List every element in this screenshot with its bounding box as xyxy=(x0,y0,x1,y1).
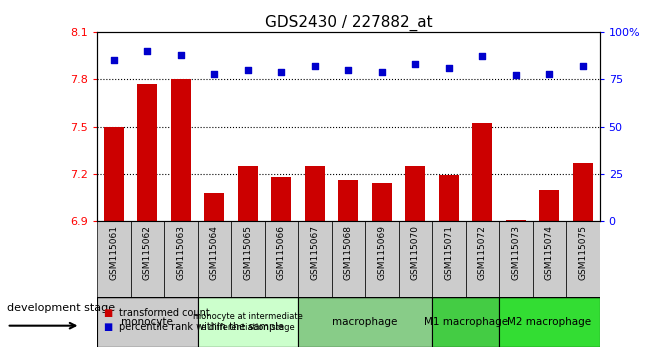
Text: GSM115071: GSM115071 xyxy=(444,225,454,280)
Point xyxy=(578,63,588,69)
Text: GSM115074: GSM115074 xyxy=(545,225,554,280)
Bar xyxy=(432,297,499,347)
Text: GSM115072: GSM115072 xyxy=(478,225,487,280)
Bar xyxy=(499,221,533,297)
Bar xyxy=(204,193,224,221)
Text: development stage: development stage xyxy=(7,303,115,313)
Bar xyxy=(439,176,459,221)
Text: ■: ■ xyxy=(104,322,116,332)
Text: GSM115069: GSM115069 xyxy=(377,225,387,280)
Text: macrophage: macrophage xyxy=(332,317,398,327)
Text: M1 macrophage: M1 macrophage xyxy=(423,317,508,327)
Bar xyxy=(131,221,164,297)
Bar xyxy=(305,166,325,221)
Bar xyxy=(573,163,593,221)
Point xyxy=(310,63,320,69)
Point xyxy=(109,57,119,63)
Text: percentile rank within the sample: percentile rank within the sample xyxy=(119,322,283,332)
Point xyxy=(444,65,454,71)
Text: GSM115063: GSM115063 xyxy=(176,225,186,280)
Point xyxy=(377,69,387,74)
Bar xyxy=(539,190,559,221)
Bar xyxy=(271,177,291,221)
Point xyxy=(276,69,287,74)
Bar xyxy=(231,221,265,297)
Text: transformed count: transformed count xyxy=(119,308,209,318)
Point xyxy=(176,52,186,57)
Text: GSM115064: GSM115064 xyxy=(210,225,219,280)
Text: GSM115065: GSM115065 xyxy=(243,225,253,280)
Text: GSM115067: GSM115067 xyxy=(310,225,320,280)
Title: GDS2430 / 227882_at: GDS2430 / 227882_at xyxy=(265,14,432,30)
Bar xyxy=(472,124,492,221)
Text: GSM115073: GSM115073 xyxy=(511,225,521,280)
Text: monocyte: monocyte xyxy=(121,317,174,327)
Text: GSM115066: GSM115066 xyxy=(277,225,286,280)
Bar xyxy=(265,221,298,297)
Bar xyxy=(104,127,124,221)
Bar xyxy=(533,221,566,297)
Bar xyxy=(198,297,298,347)
Bar xyxy=(506,220,526,221)
Bar xyxy=(372,183,392,221)
Text: GSM115062: GSM115062 xyxy=(143,225,152,280)
Bar xyxy=(238,166,258,221)
Bar xyxy=(405,166,425,221)
Bar xyxy=(365,221,399,297)
Bar xyxy=(198,221,231,297)
Bar xyxy=(466,221,499,297)
Text: M2 macrophage: M2 macrophage xyxy=(507,317,592,327)
Text: GSM115068: GSM115068 xyxy=(344,225,353,280)
Bar xyxy=(332,221,365,297)
Point xyxy=(410,61,421,67)
Point xyxy=(343,67,354,73)
Text: GSM115070: GSM115070 xyxy=(411,225,420,280)
Bar xyxy=(499,297,600,347)
Bar xyxy=(298,297,432,347)
Bar xyxy=(164,221,198,297)
Bar xyxy=(97,221,131,297)
Bar xyxy=(171,79,191,221)
Bar xyxy=(137,84,157,221)
Bar xyxy=(298,221,332,297)
Text: ■: ■ xyxy=(104,308,116,318)
Bar xyxy=(338,180,358,221)
Text: monocyte at intermediate
e differentiation stage: monocyte at intermediate e differentiati… xyxy=(193,313,303,332)
Point xyxy=(243,67,253,73)
Point xyxy=(209,71,220,76)
Text: GSM115075: GSM115075 xyxy=(578,225,588,280)
Point xyxy=(544,71,555,76)
Bar xyxy=(97,297,198,347)
Text: GSM115061: GSM115061 xyxy=(109,225,119,280)
Point xyxy=(142,48,153,53)
Bar xyxy=(399,221,432,297)
Bar xyxy=(432,221,466,297)
Bar xyxy=(566,221,600,297)
Point xyxy=(511,73,521,78)
Point xyxy=(477,54,488,59)
